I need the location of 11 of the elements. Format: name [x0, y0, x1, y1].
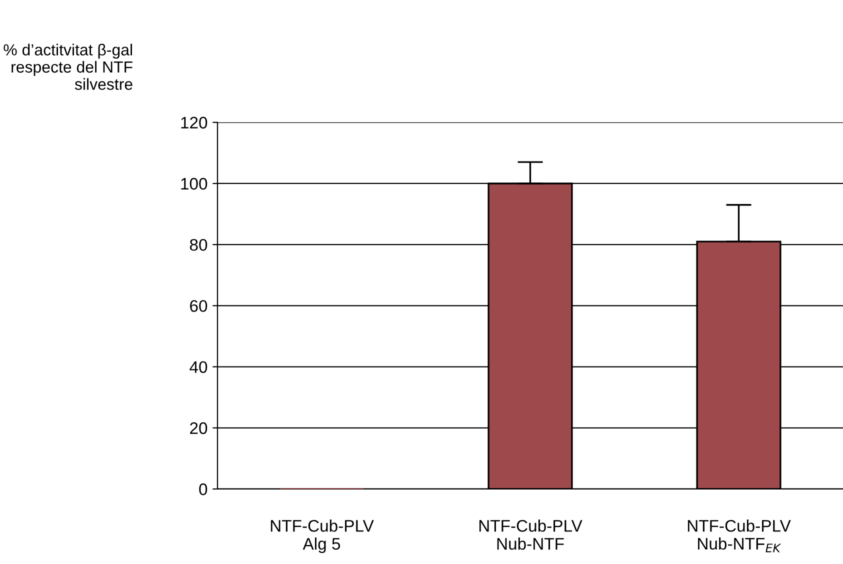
y-tick-label: 0: [199, 483, 208, 496]
y-axis-title: % d’actitvitat β-gal respecte del NTF silvestre: [4, 44, 132, 90]
y-tick-label: 120: [181, 116, 208, 129]
x-tick-label: NTF-Cub-PLV Nub-NTF: [479, 520, 582, 550]
y-tick-label: 80: [190, 238, 208, 251]
y-tick-label: 40: [190, 361, 208, 373]
y-tick-label: 60: [190, 300, 208, 312]
x-tick-label: NTF-Cub-PLV Nub-NTF$_{EK}$: [688, 520, 791, 552]
y-tick-label: 20: [190, 422, 208, 434]
y-tick-label: 100: [181, 178, 208, 190]
x-tick-label: NTF-Cub-PLV Alg 5: [270, 520, 374, 554]
